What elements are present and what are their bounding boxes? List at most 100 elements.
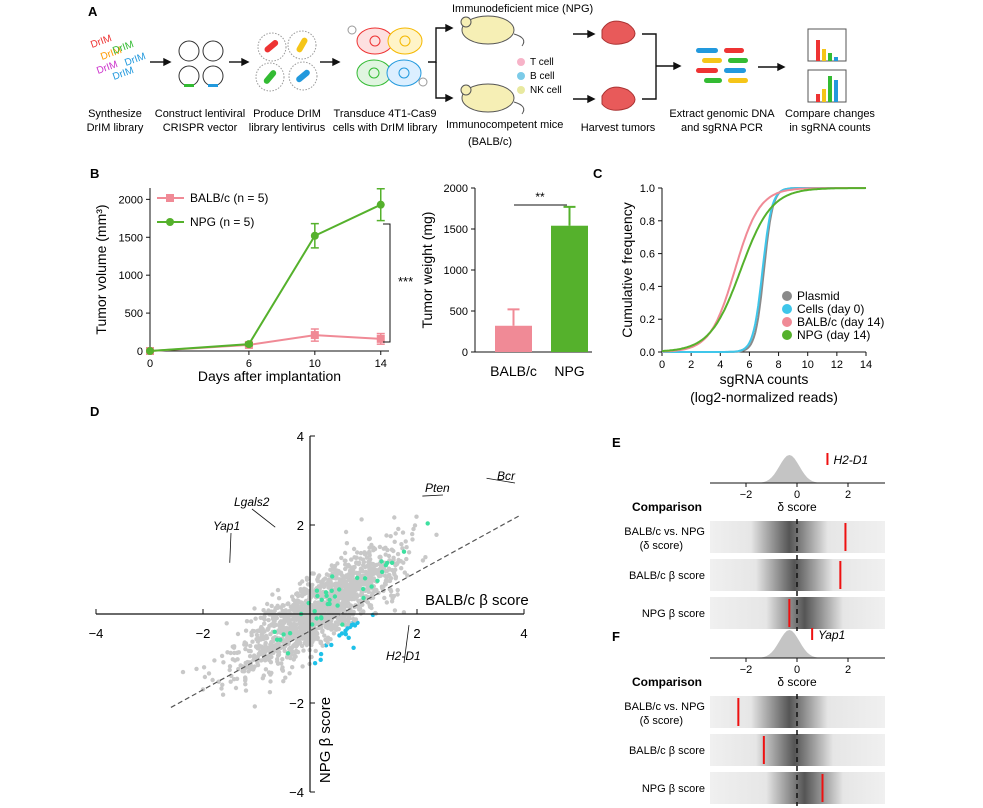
legend-balbc-label: BALB/c (n = 5): [190, 191, 268, 205]
scatter-point-highlight: [330, 574, 335, 579]
scatter-point: [336, 590, 342, 595]
scatter-point: [248, 643, 253, 649]
scatter-point: [300, 579, 305, 584]
scatter-point: [232, 658, 238, 663]
scatter-point: [341, 603, 346, 609]
scatter-point: [400, 546, 405, 551]
scatter-point: [313, 600, 318, 605]
scatter-point: [386, 553, 392, 559]
tumor-volume-chart: 0 500 1000 1500 2000 0 6 10 14 Days after implant…: [93, 188, 389, 384]
scatter-point: [301, 628, 307, 634]
scatter-point: [392, 539, 397, 544]
scatter-point: [378, 563, 384, 568]
step-3-label: Produce DrIM: [253, 108, 321, 120]
scatter-point: [325, 606, 330, 612]
scatter-point-highlight: [362, 576, 368, 581]
annotation-label: Bcr: [497, 469, 516, 483]
comparison-header: Comparison: [632, 500, 702, 514]
scatter-point: [269, 603, 274, 609]
scatter-point-highlight: [340, 622, 345, 627]
y-tick-label: 0.4: [640, 281, 655, 293]
scatter-point: [358, 556, 363, 561]
scatter-point: [219, 686, 224, 691]
scatter-point: [360, 602, 365, 607]
scatter-point-highlight: [361, 595, 366, 601]
scatter-point: [365, 600, 371, 605]
scatter-point: [247, 654, 253, 659]
density-axis-title: δ score: [777, 675, 817, 689]
scatter-point-highlight: [379, 569, 385, 575]
density-curve: [710, 630, 884, 658]
scatter-point-highlight: [389, 560, 395, 565]
data-point: [244, 340, 253, 349]
scatter-point: [275, 657, 280, 662]
lentivirus-icon: [255, 30, 318, 92]
scatter-point: [334, 569, 339, 574]
scatter-point-highlight: [285, 651, 291, 656]
legend-npg-label: NPG (n = 5): [190, 215, 254, 229]
scatter-point: [357, 606, 363, 611]
scatter-point: [235, 631, 241, 637]
scatter-point: [342, 583, 347, 588]
scatter-point-highlight: [355, 575, 360, 581]
scatter-point-highlight: [315, 593, 320, 599]
scatter-point-highlight: [327, 597, 332, 603]
scatter-point: [313, 648, 318, 654]
scatter-point: [391, 548, 396, 554]
x-axis-title: Days after implantation: [198, 368, 341, 384]
scatter-point: [345, 574, 350, 580]
scatter-point: [220, 692, 226, 697]
scatter-point: [351, 645, 356, 650]
scatter-point: [224, 621, 229, 626]
scatter-point-highlight: [324, 593, 329, 598]
scatter-point: [296, 625, 302, 630]
legend-label: BALB/c (day 14): [797, 315, 884, 329]
b-cell-swatch: [517, 72, 525, 80]
scatter-point: [388, 534, 393, 539]
scatter-point: [384, 577, 389, 582]
scatter-point: [326, 579, 331, 584]
scatter-point: [272, 608, 277, 614]
density-tick-label: 0: [794, 664, 800, 676]
step-6-label-2: and sgRNA PCR: [681, 122, 763, 134]
x-tick-label: −4: [89, 626, 104, 641]
scatter-point: [261, 608, 266, 613]
scatter-point: [275, 605, 280, 611]
scatter-point: [326, 625, 331, 630]
scatter-point: [382, 573, 388, 578]
step-1-label-2: DrIM library: [87, 122, 144, 134]
scatter-point: [346, 635, 351, 640]
scatter-point: [310, 639, 315, 645]
scatter-point: [279, 619, 285, 624]
density-tick-label: −2: [740, 664, 753, 676]
scatter-point: [348, 584, 354, 589]
scatter-point: [282, 648, 287, 654]
scatter-point: [414, 514, 419, 519]
scatter-point-highlight: [272, 629, 277, 634]
scatter-point: [345, 587, 350, 592]
panel-f: F −2 0 2 δ score Yap1 Comparison BALB/c vs. NP…: [612, 628, 885, 806]
data-point: [376, 200, 385, 209]
panel-b-letter: B: [90, 166, 99, 181]
panel-d-letter: D: [90, 404, 99, 419]
drim-library-icon: DrIM DrIM DrIM DrIM DrIM DrIM: [89, 33, 147, 83]
scatter-point: [292, 653, 297, 658]
legend-npg-marker: [166, 218, 174, 226]
scatter-point: [300, 664, 305, 669]
scatter-point: [359, 517, 364, 522]
t-cell-swatch: [517, 58, 525, 66]
scatter-point: [318, 651, 324, 657]
scatter-point: [371, 571, 376, 577]
scatter-point: [393, 563, 398, 568]
scatter-point: [202, 674, 208, 680]
scatter-point: [279, 661, 284, 666]
scatter-point: [341, 574, 346, 579]
panel-c-letter: C: [593, 166, 603, 181]
scatter-point-highlight: [278, 637, 283, 642]
x-tick-label: 14: [375, 358, 387, 370]
row-label: NPG β score: [642, 783, 705, 795]
scatter-point: [263, 642, 268, 647]
scatter-point: [219, 653, 225, 659]
scatter-point: [210, 677, 215, 683]
scatter-point: [258, 637, 263, 642]
